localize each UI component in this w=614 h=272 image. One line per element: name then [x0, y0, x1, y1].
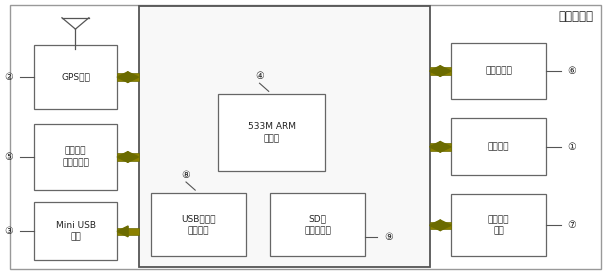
- Text: USB数据接
收、加密: USB数据接 收、加密: [181, 214, 216, 235]
- Bar: [218, 94, 325, 171]
- Bar: [117, 73, 139, 81]
- Bar: [34, 202, 117, 261]
- Text: 辅助电源: 辅助电源: [488, 142, 509, 151]
- Text: ①: ①: [567, 142, 576, 152]
- Polygon shape: [117, 226, 128, 237]
- Polygon shape: [128, 72, 139, 83]
- Bar: [451, 43, 546, 100]
- Bar: [34, 45, 117, 109]
- Polygon shape: [430, 66, 441, 76]
- Polygon shape: [430, 141, 441, 152]
- Text: 运行指示灯: 运行指示灯: [485, 67, 512, 76]
- Bar: [430, 67, 451, 75]
- Text: ⑤: ⑤: [4, 152, 13, 162]
- Text: Mini USB
接口: Mini USB 接口: [56, 221, 96, 242]
- Bar: [34, 124, 117, 190]
- Text: SD卡
大容量存储: SD卡 大容量存储: [305, 214, 331, 235]
- Text: ⑥: ⑥: [567, 66, 576, 76]
- Bar: [270, 193, 365, 256]
- Bar: [430, 221, 451, 229]
- Text: ③: ③: [4, 226, 13, 236]
- Text: ④: ④: [255, 72, 264, 82]
- Bar: [139, 6, 430, 267]
- Bar: [430, 143, 451, 151]
- Text: 液晶显示
电阻触摸屏: 液晶显示 电阻触摸屏: [62, 147, 89, 167]
- Text: ⑦: ⑦: [567, 220, 576, 230]
- Text: 533M ARM
处理器: 533M ARM 处理器: [248, 122, 296, 143]
- Polygon shape: [440, 66, 451, 76]
- Polygon shape: [440, 141, 451, 152]
- Polygon shape: [117, 152, 128, 162]
- Polygon shape: [128, 152, 139, 162]
- Bar: [117, 153, 139, 161]
- Text: 电池管理
模块: 电池管理 模块: [488, 215, 509, 236]
- Bar: [451, 118, 546, 175]
- Bar: [451, 194, 546, 256]
- Text: ②: ②: [4, 72, 13, 82]
- Bar: [151, 193, 246, 256]
- Bar: [117, 228, 139, 235]
- Polygon shape: [440, 220, 451, 231]
- Text: ⑧: ⑧: [182, 170, 190, 180]
- Text: 数据转储器: 数据转储器: [559, 10, 594, 23]
- Text: GPS模块: GPS模块: [61, 73, 90, 82]
- Text: ⑨: ⑨: [384, 232, 393, 242]
- Polygon shape: [117, 72, 128, 83]
- Polygon shape: [430, 220, 441, 231]
